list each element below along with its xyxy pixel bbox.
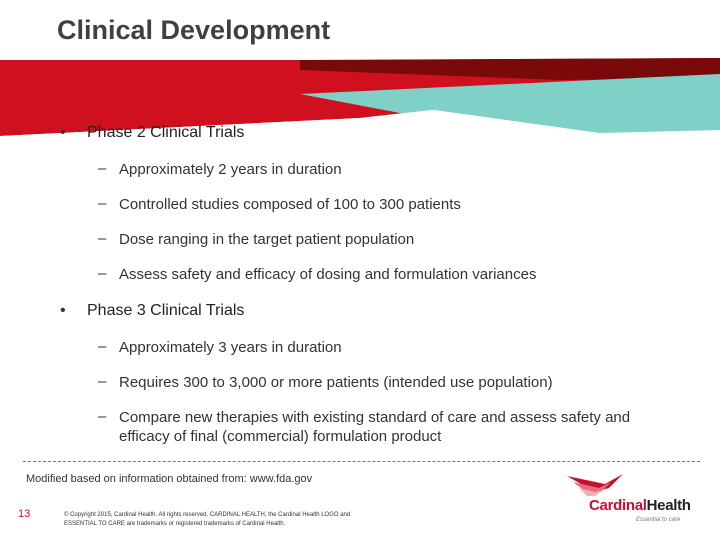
bullet-marker: •: [60, 302, 66, 319]
cardinal-bird-icon: [567, 474, 623, 496]
phase3-heading: Phase 3 Clinical Trials: [87, 302, 245, 319]
dash-marker: –: [98, 230, 107, 247]
copyright-line: ESSENTIAL TO CARE are trademarks or regi…: [64, 521, 286, 527]
phase3-item: Approximately 3 years in duration: [119, 339, 342, 356]
dash-marker: –: [98, 160, 107, 177]
logo-name-part2: Health: [646, 497, 691, 514]
dash-marker: –: [98, 408, 107, 425]
logo-wordmark: CardinalHealth: [589, 497, 691, 514]
phase2-item: Approximately 2 years in duration: [119, 161, 342, 178]
footer-divider: [23, 461, 700, 462]
header-banner: [0, 58, 720, 138]
page-number: 13: [18, 508, 31, 520]
banner-teal-fill: [420, 78, 720, 133]
phase3-item: Compare new therapies with existing stan…: [119, 409, 631, 426]
logo-name-part1: Cardinal: [589, 497, 647, 514]
cardinal-health-logo: CardinalHealth Essential to care: [563, 470, 703, 528]
phase3-item-continued: efficacy of final (commercial) formulati…: [119, 428, 442, 445]
dash-marker: –: [98, 265, 107, 282]
phase3-item: Requires 300 to 3,000 or more patients (…: [119, 374, 553, 391]
dash-marker: –: [98, 338, 107, 355]
slide-title: Clinical Development: [57, 15, 331, 45]
banner-dark-stripe: [300, 58, 720, 80]
phase2-item: Assess safety and efficacy of dosing and…: [119, 266, 537, 283]
source-note: Modified based on information obtained f…: [26, 473, 313, 485]
logo-tagline: Essential to care: [636, 517, 681, 523]
copyright-notice: © Copyright 2015, Cardinal Health. All r…: [64, 511, 444, 529]
dash-marker: –: [98, 195, 107, 212]
phase2-item: Controlled studies composed of 100 to 30…: [119, 196, 461, 213]
phase2-item: Dose ranging in the target patient popul…: [119, 231, 415, 248]
dash-marker: –: [98, 373, 107, 390]
copyright-line: © Copyright 2015, Cardinal Health. All r…: [64, 512, 351, 518]
